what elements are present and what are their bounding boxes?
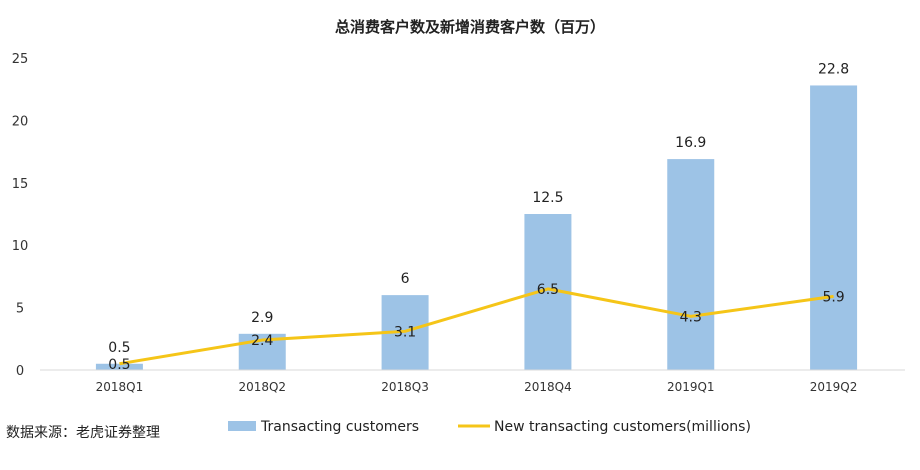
legend-swatch-bars [228, 421, 256, 431]
legend: Transacting customers New transacting cu… [228, 419, 751, 435]
bar [810, 85, 858, 371]
line-series [119, 287, 834, 366]
bar-data-label: 12.5 [532, 190, 563, 206]
plot-area: 0.5 2.9 6 12.5 16.9 22.8 0.5 2.4 3.1 6.5 4.3 5.9 [95, 61, 858, 373]
legend-label-bars: Transacting customers [260, 419, 419, 435]
y-tick-label: 20 [12, 114, 29, 129]
y-axis: 0 5 10 15 20 25 [12, 52, 29, 379]
y-tick-label: 15 [12, 177, 29, 192]
bar-data-label: 16.9 [675, 135, 706, 151]
line-data-label: 3.1 [394, 324, 416, 340]
y-tick-label: 10 [12, 239, 29, 254]
x-tick-label: 2018Q4 [524, 380, 572, 394]
line-data-label: 0.5 [108, 357, 130, 373]
x-tick-label: 2018Q3 [381, 380, 429, 394]
legend-label-line: New transacting customers(millions) [494, 419, 751, 435]
x-axis: 2018Q1 2018Q2 2018Q3 2018Q4 2019Q1 2019Q2 [40, 369, 905, 394]
line-data-label: 5.9 [822, 289, 844, 305]
y-tick-label: 25 [12, 52, 29, 67]
x-tick-label: 2018Q2 [238, 380, 286, 394]
chart-title: 总消费客户数及新增消费客户数（百万） [335, 18, 605, 36]
line-data-label: 2.4 [251, 333, 273, 349]
line-data-label: 4.3 [680, 309, 702, 325]
x-tick-label: 2019Q1 [667, 380, 715, 394]
source-note: 数据来源：老虎证券整理 [6, 425, 160, 441]
x-tick-label: 2018Q1 [96, 380, 144, 394]
bar-data-label: 0.5 [108, 340, 130, 356]
bar-data-label: 6 [401, 271, 410, 287]
x-tick-label: 2019Q2 [810, 380, 858, 394]
bar [667, 159, 715, 370]
bar-data-label: 2.9 [251, 310, 273, 326]
bar-data-label: 22.8 [818, 61, 849, 77]
line-data-label: 6.5 [537, 282, 559, 298]
bar [95, 363, 143, 370]
y-tick-label: 5 [16, 302, 24, 317]
y-tick-label: 0 [16, 364, 24, 379]
